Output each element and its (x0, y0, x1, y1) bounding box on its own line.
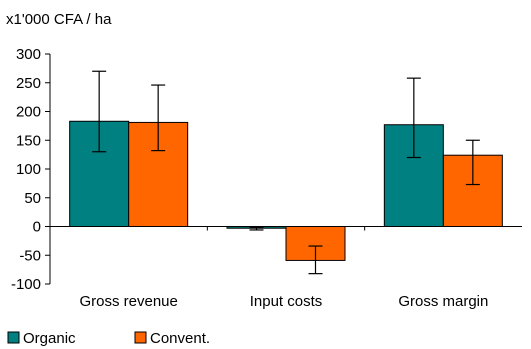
y-tick-label: 250 (16, 75, 41, 92)
plot-area: -100 -50 0 50 100 150 200 250 300 Gross revenue In… (11, 46, 522, 310)
y-tick-label: 100 (16, 161, 41, 178)
legend: Organic Convent. (7, 330, 210, 347)
legend-swatch (134, 331, 147, 344)
y-tick-label: -50 (19, 247, 41, 264)
y-tick-label: 50 (24, 190, 41, 207)
y-tick-label: 150 (16, 132, 41, 149)
y-tick-label: -100 (11, 276, 41, 293)
legend-swatch (7, 331, 20, 344)
legend-label: Convent. (150, 330, 210, 347)
y-tick-label: 200 (16, 104, 41, 121)
y-tick-label: 300 (16, 46, 41, 63)
category-label: Input costs (250, 293, 323, 310)
y-tick-label: 0 (33, 219, 41, 236)
category-label: Gross revenue (79, 293, 177, 310)
legend-label: Organic (23, 330, 76, 347)
category-label: Gross margin (398, 293, 488, 310)
y-axis-title: x1'000 CFA / ha (6, 11, 112, 28)
